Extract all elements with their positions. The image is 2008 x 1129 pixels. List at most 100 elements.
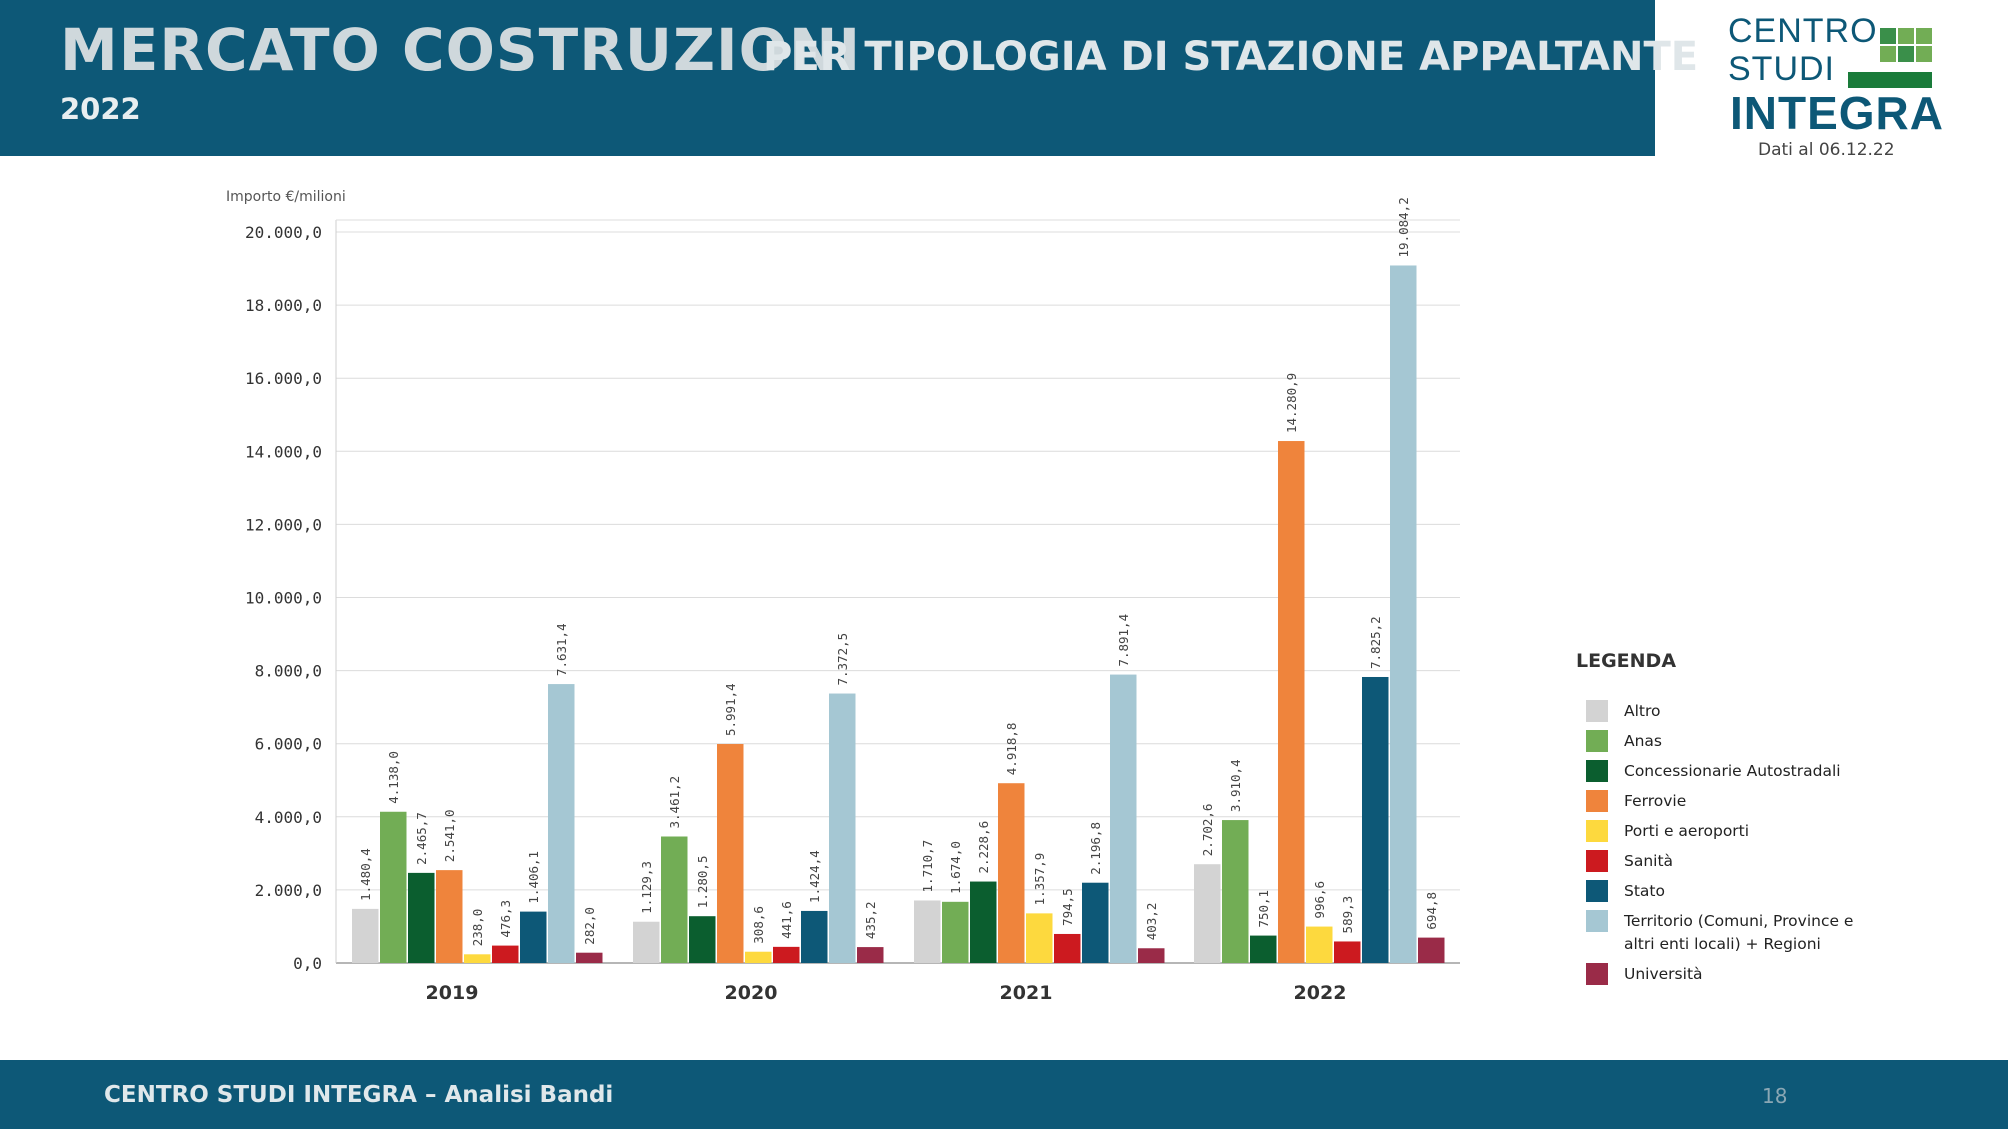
bar <box>548 684 575 963</box>
legend-swatch <box>1586 880 1608 902</box>
chart-labels: 1.480,4 1.129,3 1.710,7 2.702,6 4.138,0 3.461… <box>358 197 1439 946</box>
legend-label: Altro <box>1624 702 1661 720</box>
bar <box>1390 265 1417 963</box>
bar <box>1054 933 1081 963</box>
data-label: 435,2 <box>863 901 878 939</box>
data-label: 4.918,8 <box>1004 723 1019 776</box>
bar <box>1026 913 1053 963</box>
legend-label: Sanità <box>1624 852 1674 870</box>
bar <box>801 910 828 963</box>
data-label: 2.465,7 <box>414 812 429 865</box>
legend-swatch <box>1586 963 1608 985</box>
bar <box>1138 948 1165 963</box>
bar <box>1278 441 1305 964</box>
bar <box>464 954 491 963</box>
data-label: 1.129,3 <box>639 861 654 914</box>
bar <box>661 836 688 963</box>
legend-label: Anas <box>1624 732 1663 750</box>
bar <box>689 916 716 963</box>
data-label: 7.372,5 <box>835 633 850 686</box>
legend-swatch <box>1586 820 1608 842</box>
bar <box>380 811 407 963</box>
legend-item: Territorio (Comuni, Province e altri ent… <box>1586 910 1864 956</box>
y-tick-label: 0,0 <box>293 954 322 973</box>
bar <box>520 911 547 963</box>
bar <box>633 921 660 963</box>
bar-chart: Importo €/milioni 0,0 2.000,0 4.000,0 6.000,… <box>226 189 1460 1004</box>
legend-item: Ferrovie <box>1586 790 1864 813</box>
legend-item: Altro <box>1586 700 1864 723</box>
data-label: 5.991,4 <box>723 683 738 736</box>
x-tick-label: 2021 <box>1000 982 1053 1004</box>
bar <box>914 900 941 963</box>
data-label: 1.424,4 <box>807 850 822 903</box>
bar <box>1334 941 1361 963</box>
data-label: 7.825,2 <box>1368 616 1383 669</box>
data-label: 308,6 <box>751 906 766 944</box>
bar <box>1362 676 1389 963</box>
y-tick-label: 8.000,0 <box>255 662 322 681</box>
logo-text-integra: INTEGRA <box>1730 87 1944 139</box>
legend-title: LEGENDA <box>1576 650 1677 672</box>
y-tick-label: 12.000,0 <box>245 515 322 534</box>
legend-label: Porti e aeroporti <box>1624 822 1750 840</box>
data-label: 2.702,6 <box>1200 804 1215 857</box>
chart-bars <box>352 265 1445 964</box>
bar <box>408 872 435 963</box>
y-tick-label: 2.000,0 <box>255 881 322 900</box>
bar <box>998 783 1025 963</box>
bar <box>436 870 463 963</box>
bar <box>492 945 519 963</box>
legend-item: Stato <box>1586 880 1864 903</box>
data-label: 3.910,4 <box>1228 759 1243 812</box>
logo-text-centro: CENTRO <box>1728 12 1878 50</box>
bar <box>942 901 969 963</box>
data-label: 282,0 <box>582 907 597 945</box>
data-label: 694,8 <box>1424 892 1439 930</box>
bar <box>1418 937 1445 963</box>
legend-label: Concessionarie Autostradali <box>1624 762 1841 780</box>
data-label: 3.461,2 <box>667 776 682 829</box>
bar <box>829 693 856 963</box>
data-label: 996,6 <box>1312 881 1327 919</box>
header-banner: MERCATO COSTRUZIONI PER TIPOLOGIA DI STA… <box>0 0 1698 156</box>
bar <box>1194 864 1221 963</box>
legend-item: Porti e aeroporti <box>1586 820 1864 843</box>
data-label: 589,3 <box>1340 896 1355 934</box>
bar <box>1110 674 1137 963</box>
data-label: 1.480,4 <box>358 848 373 901</box>
data-label: 14.280,9 <box>1284 373 1299 433</box>
bar <box>1250 935 1277 963</box>
legend-swatch <box>1586 760 1608 782</box>
data-label: 2.228,6 <box>976 821 991 874</box>
legend-item: Concessionarie Autostradali <box>1586 760 1864 783</box>
data-label: 7.631,4 <box>554 623 569 676</box>
data-label: 2.196,8 <box>1088 822 1103 875</box>
data-label: 794,5 <box>1060 888 1075 926</box>
data-label: 1.280,5 <box>695 856 710 909</box>
bar <box>1306 926 1333 963</box>
chart-gridlines <box>336 231 1460 964</box>
bar <box>576 952 603 963</box>
footer-source: CENTRO STUDI INTEGRA – Analisi Bandi <box>104 1082 614 1108</box>
x-tick-label: 2022 <box>1294 982 1347 1004</box>
legend-label: Università <box>1624 965 1703 983</box>
x-tick-label: 2019 <box>426 982 479 1004</box>
y-tick-label: 6.000,0 <box>255 735 322 754</box>
page-number: 18 <box>1762 1084 1788 1108</box>
y-tick-label: 18.000,0 <box>245 296 322 315</box>
data-date: Dati al 06.12.22 <box>1758 140 1895 160</box>
data-label: 1.710,7 <box>920 840 935 893</box>
y-tick-label: 20.000,0 <box>245 223 322 242</box>
bar <box>352 908 379 963</box>
legend-item: Anas <box>1586 730 1864 753</box>
legend-swatch <box>1586 850 1608 872</box>
legend-swatch <box>1586 790 1608 812</box>
data-label: 1.674,0 <box>948 841 963 894</box>
logo-blocks-icon <box>1848 28 1932 88</box>
centro-studi-integra-logo: CENTRO STUDI INTEGRA Dati al 06.12.22 <box>1720 10 1990 160</box>
data-label: 441,6 <box>779 901 794 939</box>
legend-item: Sanità <box>1586 850 1864 873</box>
page-subtitle: PER TIPOLOGIA DI STAZIONE APPALTANTE <box>763 34 1699 80</box>
y-tick-label: 16.000,0 <box>245 369 322 388</box>
